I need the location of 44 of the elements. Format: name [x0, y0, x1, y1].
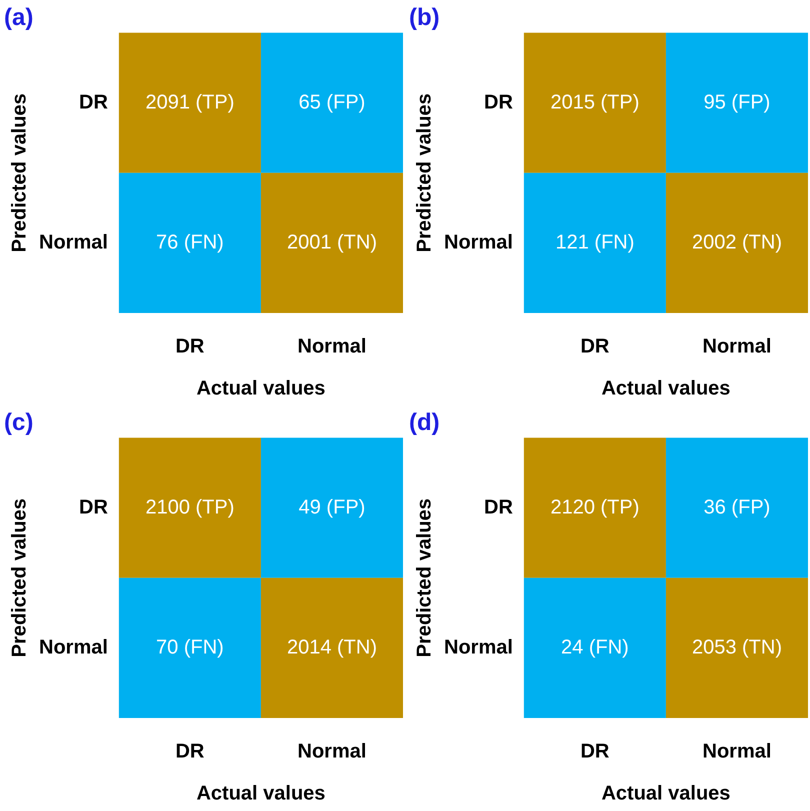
- x-axis-title: Actual values: [196, 378, 326, 400]
- x-axis-title: Actual values: [601, 378, 730, 400]
- x-axis-title: Actual values: [196, 782, 326, 805]
- data-label: 2002 (TN): [692, 231, 782, 254]
- y-tick-label: DR: [79, 91, 108, 114]
- data-label: 2015 (TP): [550, 91, 640, 114]
- data-label: 95 (FP): [704, 91, 770, 114]
- data-label: 49 (FP): [298, 496, 366, 518]
- data-label: 2014 (TN): [286, 636, 377, 658]
- data-label: 76 (FN): [156, 231, 224, 254]
- y-tick-label: DR: [484, 496, 514, 518]
- y-tick-label: DR: [79, 496, 108, 518]
- data-label: 36 (FP): [704, 496, 770, 518]
- chart-title: (b): [409, 4, 440, 32]
- y-tick-label: Normal: [444, 636, 513, 658]
- chart-title: (d): [409, 409, 440, 436]
- data-label: 65 (FP): [298, 91, 366, 114]
- x-tick-label: DR: [175, 336, 205, 358]
- x-tick-label: DR: [580, 740, 610, 763]
- x-axis-title: Actual values: [601, 782, 730, 805]
- x-tick-label: Normal: [702, 740, 772, 763]
- y-axis-title: Predicted values: [414, 93, 436, 252]
- y-axis-title: Predicted values: [8, 93, 31, 252]
- data-label: 2053 (TN): [692, 636, 782, 658]
- data-label: 121 (FN): [555, 231, 634, 254]
- x-tick-label: Normal: [298, 336, 366, 358]
- data-label: 70 (FN): [156, 636, 224, 658]
- y-tick-label: DR: [484, 91, 514, 114]
- y-tick-label: Normal: [39, 231, 108, 254]
- x-tick-label: Normal: [298, 740, 366, 763]
- chart-title: (c): [4, 409, 34, 436]
- chart-title: (a): [4, 4, 34, 32]
- data-label: 2120 (TP): [550, 496, 640, 518]
- data-label: 2091 (TP): [145, 91, 234, 114]
- x-tick-label: Normal: [702, 336, 772, 358]
- x-tick-label: DR: [580, 336, 610, 358]
- x-tick-label: DR: [175, 740, 205, 763]
- y-axis-title: Predicted values: [414, 498, 436, 658]
- y-tick-label: Normal: [444, 231, 513, 254]
- data-label: 2001 (TN): [286, 231, 377, 254]
- y-tick-label: Normal: [39, 636, 108, 658]
- data-label: 2100 (TP): [145, 496, 234, 518]
- data-label: 24 (FN): [561, 636, 629, 658]
- y-axis-title: Predicted values: [8, 498, 31, 658]
